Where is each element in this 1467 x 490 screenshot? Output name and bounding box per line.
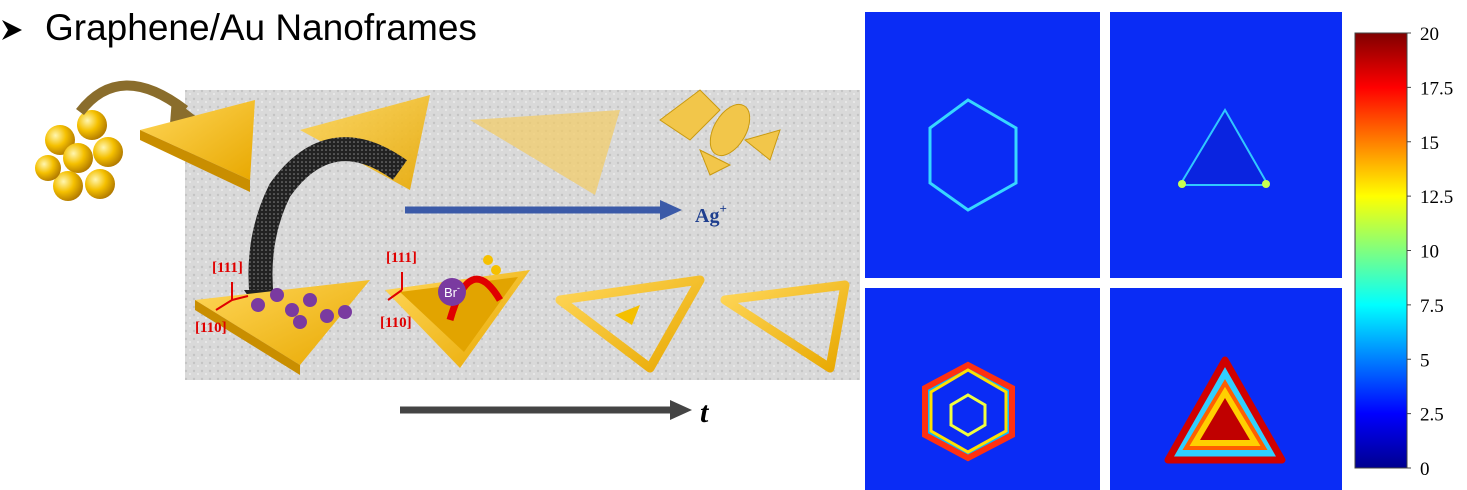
colorbar-tick-label: 15 bbox=[1420, 133, 1439, 154]
nanoplate-recess bbox=[400, 277, 518, 352]
axes-marker bbox=[215, 282, 249, 311]
residual-plate bbox=[615, 305, 640, 325]
facet-label: [110] bbox=[380, 315, 412, 331]
nanoframe bbox=[555, 275, 705, 373]
field-hot-spot bbox=[928, 98, 1018, 212]
growth-arrow bbox=[76, 80, 189, 116]
map-panel bbox=[865, 12, 1100, 278]
colorbar-tick-label: 7.5 bbox=[1420, 296, 1444, 317]
etch-arrowhead bbox=[660, 200, 682, 220]
facet-label: [110] bbox=[195, 320, 227, 336]
field-hot-spot bbox=[949, 393, 987, 437]
nanoplate-edge bbox=[195, 300, 300, 375]
scheme: Ag+ [111] [110] [111] [110] Br- t bbox=[35, 80, 860, 429]
ion-label: Ag+ bbox=[695, 201, 727, 227]
facet-label: [111] bbox=[212, 260, 243, 276]
colorbar-tick-label: 0 bbox=[1420, 459, 1430, 480]
colorbar-tick-label: 17.5 bbox=[1420, 78, 1453, 99]
seed-particles bbox=[35, 110, 123, 201]
field-hot-spot bbox=[1262, 180, 1270, 188]
bromide-label: Br- bbox=[444, 283, 460, 300]
gold-atom bbox=[491, 265, 501, 275]
axes-marker bbox=[387, 272, 403, 301]
nanoplate bbox=[140, 100, 255, 180]
reaction-arrow bbox=[446, 275, 504, 321]
colorbar-tick-label: 10 bbox=[1420, 242, 1439, 263]
transfer-arrow bbox=[248, 137, 407, 302]
bromide-ions bbox=[251, 288, 352, 329]
bullet bbox=[2, 20, 22, 40]
fragments bbox=[659, 89, 781, 176]
colorbar bbox=[1354, 32, 1408, 469]
colorbar-tick-label: 12.5 bbox=[1420, 187, 1453, 208]
field-hot-spot bbox=[1200, 398, 1250, 440]
colorbar-tick-label: 20 bbox=[1420, 24, 1439, 45]
field-hot-spot bbox=[1178, 180, 1186, 188]
nanoplate bbox=[470, 110, 620, 195]
nanoplate-edge bbox=[140, 130, 250, 192]
colorbar-ticks: 0 2.5 5 7.5 10 12.5 15 17.5 20 bbox=[1407, 24, 1453, 480]
field-hot-spot bbox=[1178, 108, 1270, 186]
time-label: t bbox=[700, 396, 710, 429]
time-arrowhead bbox=[670, 400, 692, 420]
colorbar-tick-label: 2.5 bbox=[1420, 405, 1444, 426]
facet-label: [111] bbox=[386, 250, 417, 266]
title: Graphene/Au Nanoframes bbox=[45, 7, 477, 48]
gold-atom bbox=[483, 255, 493, 265]
nanoframe bbox=[720, 280, 850, 373]
colorbar-tick-label: 5 bbox=[1420, 350, 1430, 371]
bromide-ion bbox=[438, 278, 466, 306]
nanoplate bbox=[195, 280, 370, 365]
title-block: Graphene/Au Nanoframes bbox=[2, 7, 477, 48]
field-maps: 0 2.5 5 7.5 10 12.5 15 17.5 20 bbox=[865, 12, 1453, 490]
